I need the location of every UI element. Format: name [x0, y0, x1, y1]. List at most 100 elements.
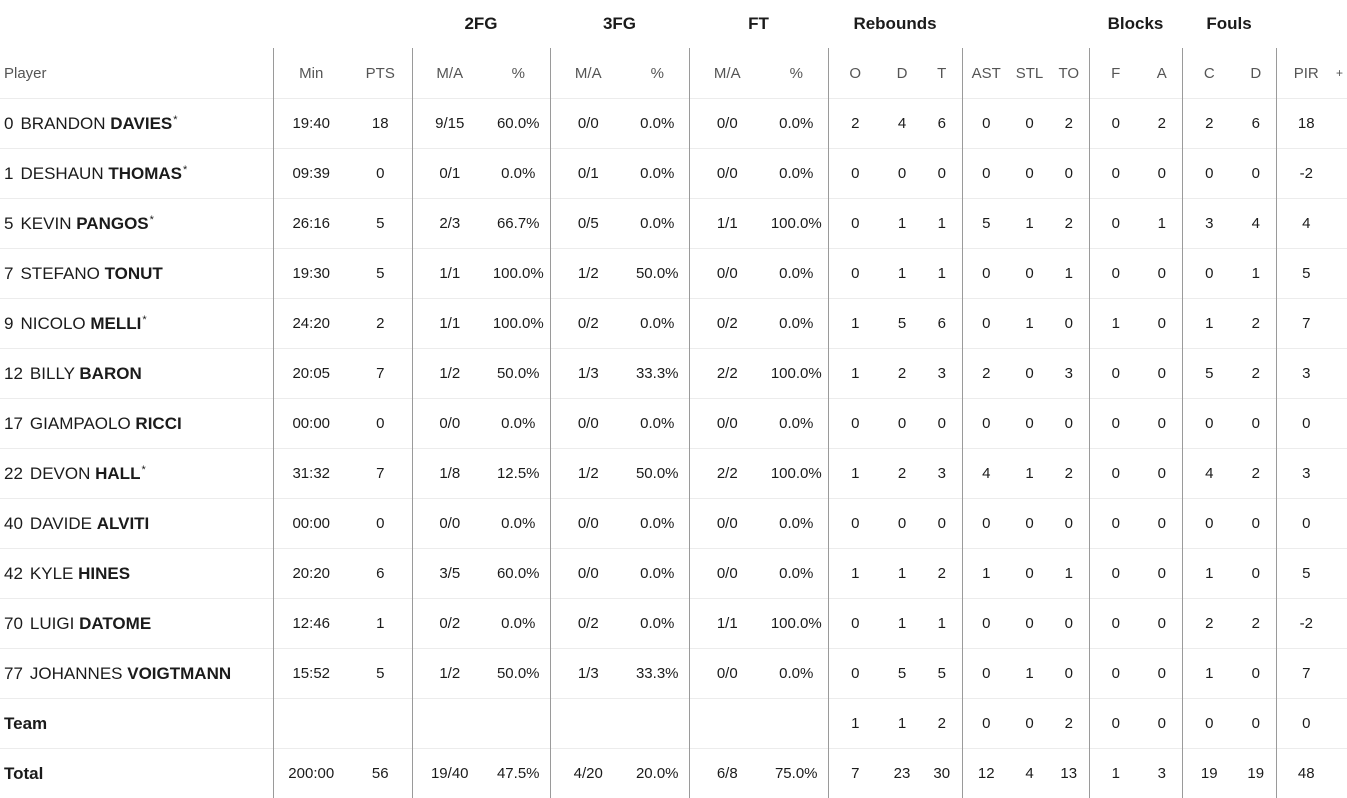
player-first-name[interactable]: LUIGI [30, 614, 74, 633]
stat-fg3-pct: 0.0% [626, 299, 689, 349]
player-first-name[interactable]: DESHAUN [20, 164, 103, 183]
player-first-name[interactable]: KYLE [30, 564, 73, 583]
player-first-name[interactable]: STEFANO [20, 264, 99, 283]
stat-ast: 12 [962, 749, 1010, 798]
player-number: 9 [4, 314, 13, 334]
player-last-name[interactable]: RICCI [135, 414, 181, 433]
group-2fg: 2FG [412, 0, 550, 48]
stat-ft-pct [765, 699, 828, 749]
stat-ft-pct: 0.0% [765, 149, 828, 199]
col-blk-a[interactable]: A [1142, 48, 1182, 99]
col-reb-o[interactable]: O [828, 48, 882, 99]
player-first-name[interactable]: NICOLO [20, 314, 85, 333]
col-ft-ma[interactable]: M/A [689, 48, 765, 99]
stat-d: 23 [882, 749, 922, 798]
player-last-name[interactable]: MELLI [90, 314, 141, 333]
player-last-name[interactable]: BARON [79, 364, 141, 383]
col-2fg-pct[interactable]: % [487, 48, 550, 99]
player-first-name[interactable]: DEVON [30, 464, 90, 483]
col-blk-f[interactable]: F [1089, 48, 1142, 99]
stat-o: 0 [828, 649, 882, 699]
col-ft-pct[interactable]: % [765, 48, 828, 99]
col-pir[interactable]: PIR [1276, 48, 1336, 99]
col-3fg-pct[interactable]: % [626, 48, 689, 99]
player-last-name[interactable]: THOMAS [108, 164, 182, 183]
stat-fg3-pct: 33.3% [626, 649, 689, 699]
stat-foul-c: 1 [1182, 649, 1236, 699]
col-foul-c[interactable]: C [1182, 48, 1236, 99]
stat-fg3-pct: 0.0% [626, 499, 689, 549]
stat-fg2-pct: 100.0% [487, 299, 550, 349]
stat-pts: 18 [349, 99, 412, 149]
stat-fg3-pct: 0.0% [626, 149, 689, 199]
col-2fg-ma[interactable]: M/A [412, 48, 487, 99]
stat-min: 200:00 [273, 749, 349, 798]
player-last-name[interactable]: DAVIES [110, 114, 172, 133]
col-ast[interactable]: AST [962, 48, 1010, 99]
col-3fg-ma[interactable]: M/A [550, 48, 626, 99]
stat-ft-pct: 100.0% [765, 449, 828, 499]
group-ft: FT [689, 0, 828, 48]
player-first-name[interactable]: DAVIDE [30, 514, 92, 533]
stat-plus-minus [1336, 199, 1347, 249]
stat-fg3-pct: 50.0% [626, 249, 689, 299]
stat-ft-ma: 1/1 [689, 199, 765, 249]
stat-pir: -2 [1276, 599, 1336, 649]
stat-ast: 0 [962, 599, 1010, 649]
player-number: 40 [4, 514, 23, 534]
stat-pir: 18 [1276, 99, 1336, 149]
stat-d: 0 [882, 149, 922, 199]
stat-foul-c: 0 [1182, 249, 1236, 299]
player-first-name[interactable]: GIAMPAOLO [30, 414, 131, 433]
player-last-name[interactable]: HINES [78, 564, 130, 583]
stat-o: 2 [828, 99, 882, 149]
stat-blk-a: 0 [1142, 349, 1182, 399]
stat-o: 1 [828, 699, 882, 749]
stat-ft-pct: 100.0% [765, 199, 828, 249]
col-player[interactable]: Player [0, 48, 273, 99]
col-to[interactable]: TO [1049, 48, 1089, 99]
stat-ft-ma: 0/0 [689, 249, 765, 299]
stat-ast: 0 [962, 499, 1010, 549]
stat-fg3-pct: 33.3% [626, 349, 689, 399]
stat-foul-c: 0 [1182, 149, 1236, 199]
stat-blk-a: 0 [1142, 249, 1182, 299]
player-last-name[interactable]: DATOME [79, 614, 151, 633]
stat-plus-minus [1336, 99, 1347, 149]
player-first-name[interactable]: BILLY [30, 364, 75, 383]
stat-d: 5 [882, 299, 922, 349]
stat-t: 3 [922, 449, 962, 499]
player-last-name[interactable]: TONUT [105, 264, 163, 283]
stat-fg2-pct: 50.0% [487, 349, 550, 399]
stat-to: 2 [1049, 199, 1089, 249]
stat-plus-minus [1336, 699, 1347, 749]
player-last-name[interactable]: HALL [95, 464, 140, 483]
player-first-name[interactable]: BRANDON [20, 114, 105, 133]
stat-o: 0 [828, 599, 882, 649]
stat-fg2-ma: 0/1 [412, 149, 487, 199]
stat-foul-d: 2 [1236, 349, 1276, 399]
player-first-name[interactable]: KEVIN [20, 214, 71, 233]
stat-pts: 0 [349, 499, 412, 549]
stat-blk-f: 0 [1089, 599, 1142, 649]
col-reb-t[interactable]: T [922, 48, 962, 99]
col-plus-minus[interactable]: + [1336, 48, 1347, 99]
col-reb-d[interactable]: D [882, 48, 922, 99]
stat-ast: 0 [962, 249, 1010, 299]
player-last-name[interactable]: PANGOS [76, 214, 148, 233]
stat-d: 1 [882, 199, 922, 249]
col-stl[interactable]: STL [1010, 48, 1049, 99]
stat-pts: 5 [349, 649, 412, 699]
stat-pir: 5 [1276, 249, 1336, 299]
player-first-name[interactable]: JOHANNES [30, 664, 123, 683]
col-pts[interactable]: PTS [349, 48, 412, 99]
stat-d: 1 [882, 599, 922, 649]
col-min[interactable]: Min [273, 48, 349, 99]
player-last-name[interactable]: ALVITI [97, 514, 150, 533]
player-last-name[interactable]: VOIGTMANN [127, 664, 231, 683]
col-foul-d[interactable]: D [1236, 48, 1276, 99]
stat-t: 2 [922, 699, 962, 749]
